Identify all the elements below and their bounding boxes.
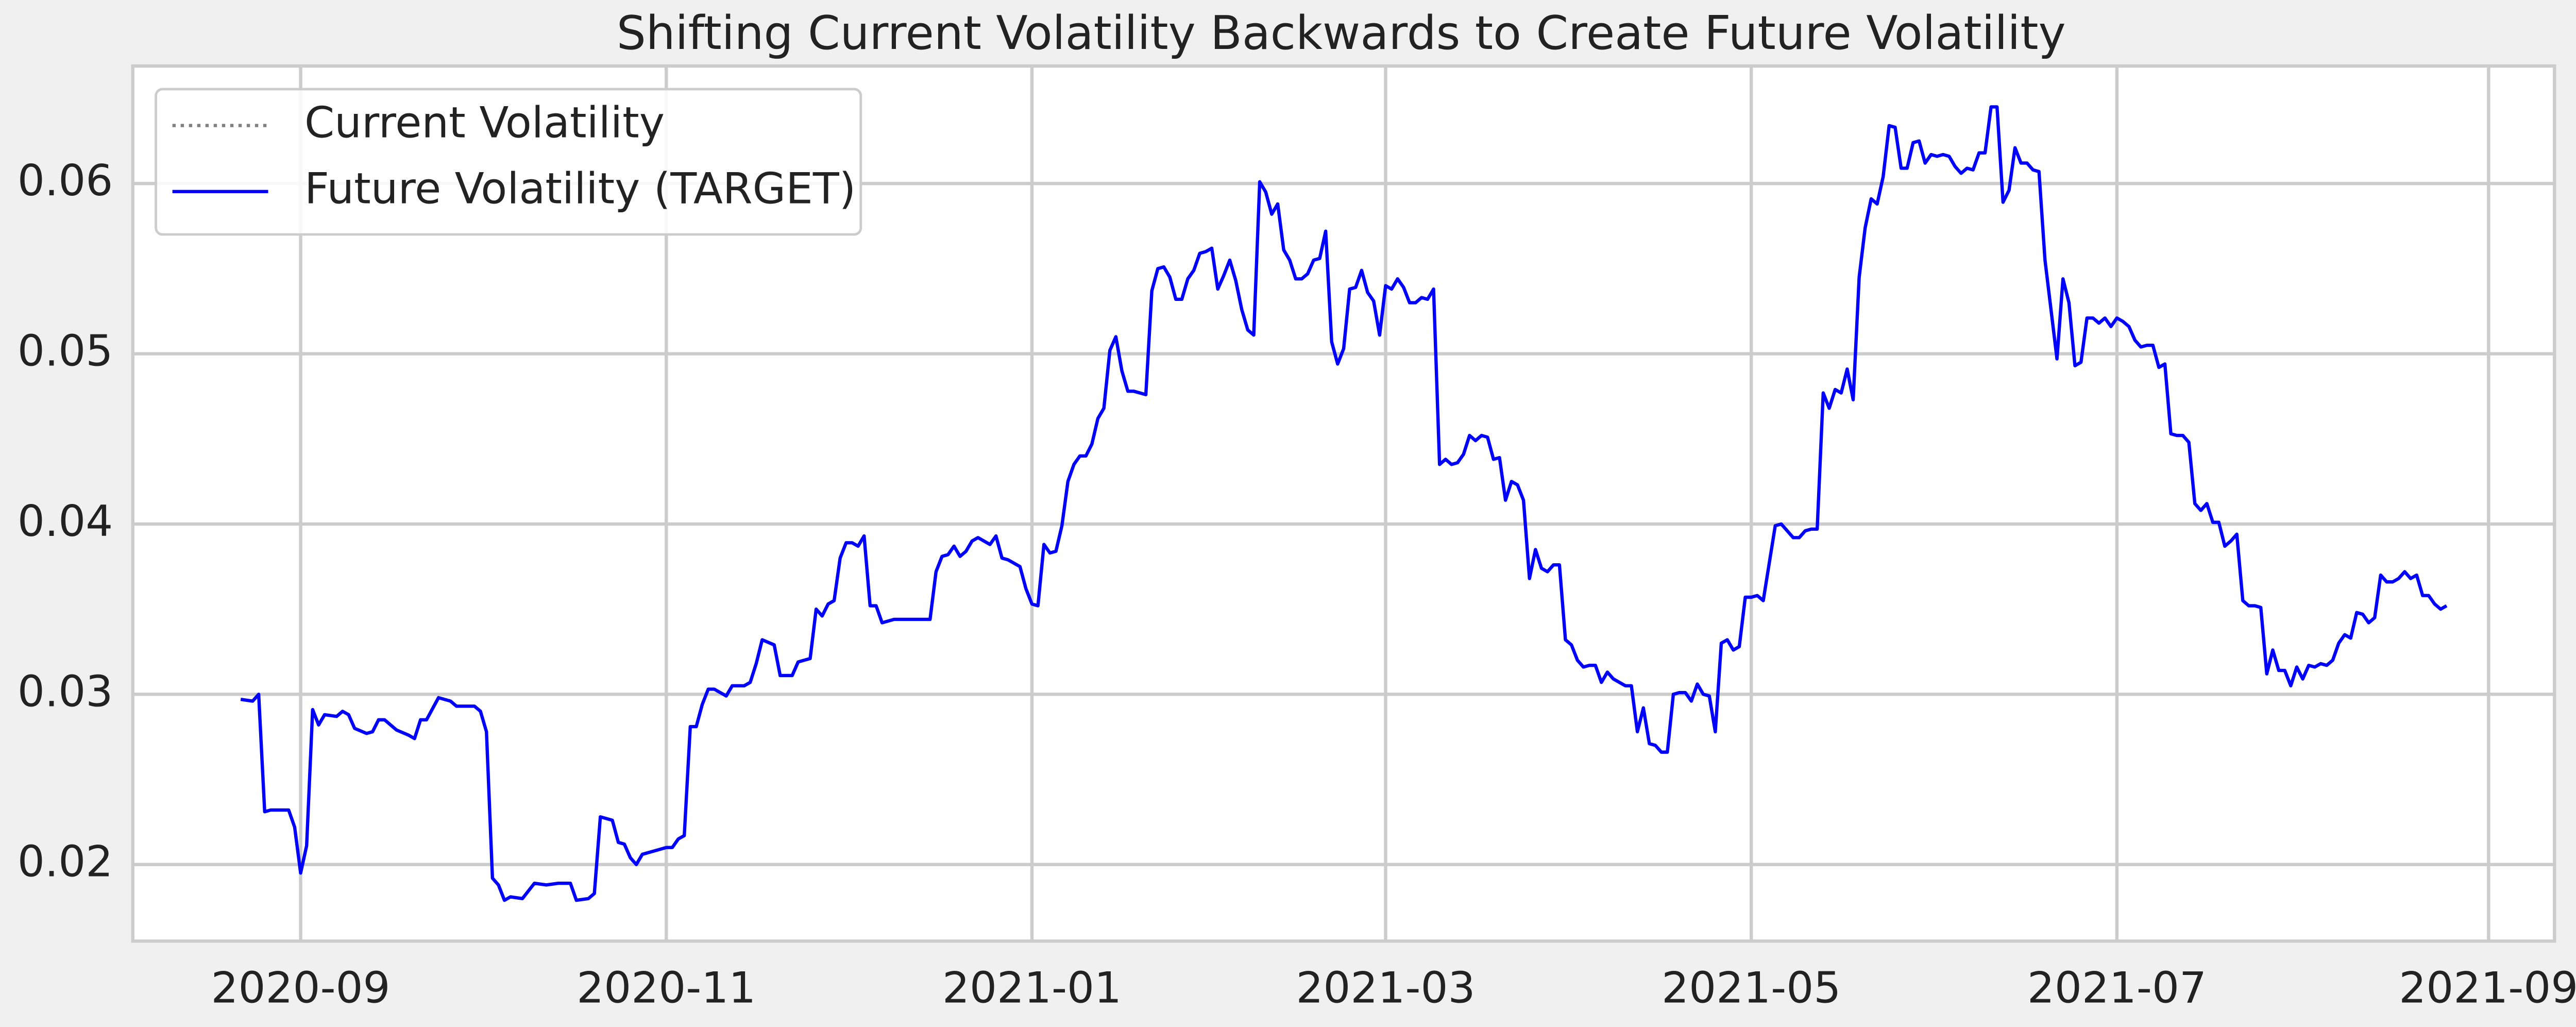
y-tick-label: 0.05 xyxy=(18,326,113,376)
x-tick-label: 2020-09 xyxy=(211,963,391,1013)
x-tick-label: 2021-05 xyxy=(1662,963,1841,1013)
legend-box xyxy=(155,88,862,236)
x-tick-label: 2021-01 xyxy=(942,963,1122,1013)
x-tick-label: 2020-11 xyxy=(577,963,756,1013)
legend-label: Future Volatility (TARGET) xyxy=(304,164,856,214)
y-tick-label: 0.04 xyxy=(18,496,113,546)
x-tick-label: 2021-03 xyxy=(1296,963,1475,1013)
y-tick-label: 0.06 xyxy=(18,156,113,206)
chart-title: Shifting Current Volatility Backwards to… xyxy=(617,7,2066,60)
x-tick-label: 2021-07 xyxy=(2027,963,2207,1013)
data-line xyxy=(240,105,2448,902)
y-tick-label: 0.03 xyxy=(18,666,113,716)
x-tick-label: 2021-09 xyxy=(2399,963,2576,1013)
y-tick-label: 0.02 xyxy=(18,837,113,887)
legend-label: Current Volatility xyxy=(304,97,665,147)
